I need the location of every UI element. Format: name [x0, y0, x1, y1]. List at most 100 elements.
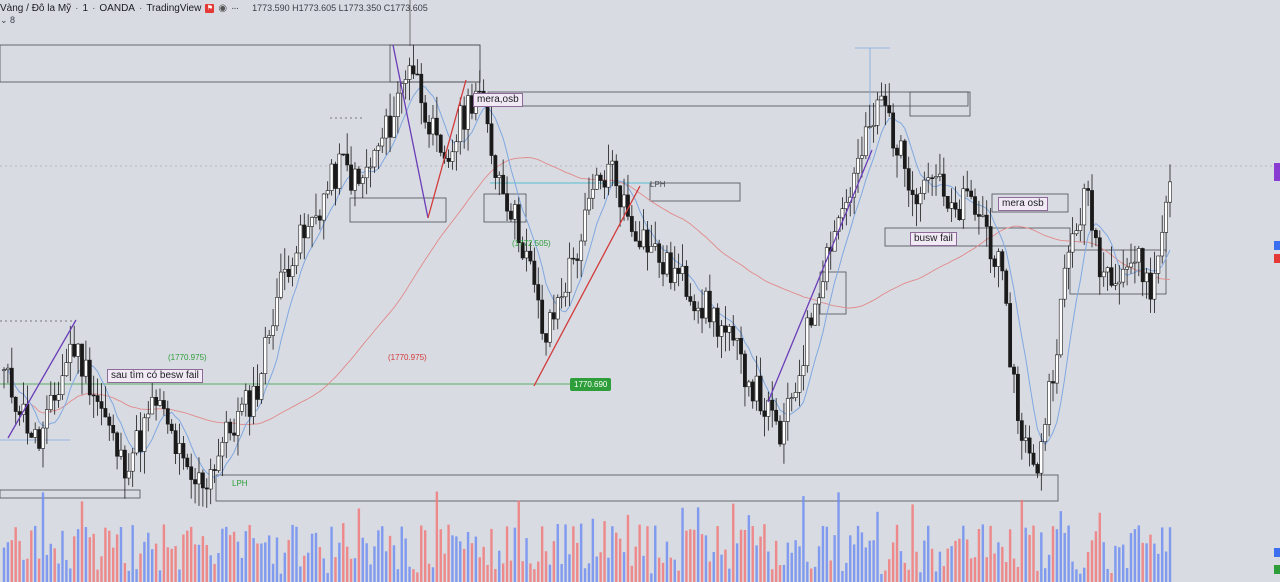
candle[interactable]	[107, 413, 112, 441]
candle[interactable]	[360, 174, 365, 198]
candle[interactable]	[446, 149, 451, 169]
candle[interactable]	[146, 401, 151, 432]
candle[interactable]	[957, 199, 962, 221]
candle[interactable]	[193, 468, 197, 504]
flag-icon[interactable]: ⚑	[205, 3, 215, 13]
candle[interactable]	[239, 397, 244, 416]
candle[interactable]	[809, 312, 814, 328]
candle[interactable]	[392, 96, 396, 138]
candle[interactable]	[1097, 230, 1102, 295]
candle[interactable]	[341, 153, 346, 157]
candle[interactable]	[1129, 243, 1133, 274]
candle[interactable]	[711, 307, 716, 337]
candle[interactable]	[150, 379, 155, 415]
candle[interactable]	[941, 157, 946, 207]
candle[interactable]	[368, 157, 373, 188]
candle[interactable]	[83, 340, 88, 384]
candle[interactable]	[91, 375, 96, 419]
candle[interactable]	[895, 144, 899, 178]
candle[interactable]	[321, 193, 326, 240]
zone-box[interactable]	[909, 91, 971, 117]
candle[interactable]	[224, 410, 229, 458]
candle[interactable]	[376, 142, 381, 169]
candle[interactable]	[649, 224, 654, 253]
candle[interactable]	[731, 315, 736, 347]
candle[interactable]	[719, 320, 724, 359]
candle[interactable]	[1074, 223, 1079, 237]
candle[interactable]	[384, 108, 389, 155]
candle[interactable]	[505, 176, 509, 221]
candle[interactable]	[852, 167, 857, 214]
candle[interactable]	[345, 133, 350, 172]
candle[interactable]	[934, 164, 938, 196]
candle[interactable]	[704, 287, 708, 324]
candle[interactable]	[111, 414, 116, 441]
candle[interactable]	[902, 138, 907, 187]
candle[interactable]	[1156, 255, 1161, 284]
candle[interactable]	[72, 325, 77, 358]
candle[interactable]	[548, 309, 552, 348]
candle[interactable]	[380, 127, 385, 153]
annotation-mera-osb-right[interactable]: mera osb	[998, 197, 1048, 211]
zone-box[interactable]	[1069, 249, 1167, 295]
candle[interactable]	[992, 255, 997, 278]
candle[interactable]	[138, 412, 143, 473]
candle[interactable]	[298, 214, 303, 260]
candle[interactable]	[271, 309, 275, 350]
candle[interactable]	[1105, 266, 1110, 291]
candle[interactable]	[407, 57, 412, 101]
candle[interactable]	[661, 245, 665, 287]
candle[interactable]	[462, 96, 467, 149]
candle[interactable]	[403, 70, 408, 100]
candle[interactable]	[520, 236, 525, 261]
candle[interactable]	[142, 413, 147, 474]
candle[interactable]	[910, 171, 915, 217]
candle[interactable]	[715, 303, 720, 348]
candle[interactable]	[961, 175, 966, 229]
candle[interactable]	[945, 196, 950, 213]
candle[interactable]	[555, 294, 560, 330]
candle[interactable]	[512, 200, 517, 240]
candle[interactable]	[949, 188, 954, 222]
candle[interactable]	[200, 469, 205, 507]
candle[interactable]	[173, 423, 178, 464]
candle[interactable]	[863, 112, 868, 160]
candle[interactable]	[743, 350, 747, 407]
candle[interactable]	[317, 209, 322, 230]
candle[interactable]	[458, 97, 463, 155]
candle[interactable]	[438, 133, 443, 157]
candle[interactable]	[388, 93, 392, 153]
candle[interactable]	[645, 221, 650, 271]
more-options-icon[interactable]: ···	[231, 2, 239, 14]
candle[interactable]	[1086, 180, 1091, 206]
candle[interactable]	[789, 392, 794, 412]
candle[interactable]	[739, 326, 743, 374]
candles[interactable]	[2, 44, 1172, 508]
candle[interactable]	[48, 381, 53, 413]
candle[interactable]	[95, 378, 100, 416]
candle[interactable]	[411, 44, 416, 80]
candle[interactable]	[918, 186, 923, 222]
candle[interactable]	[1000, 249, 1005, 281]
candle[interactable]	[329, 159, 334, 196]
candle[interactable]	[247, 385, 252, 436]
candle[interactable]	[434, 96, 439, 152]
candle[interactable]	[758, 357, 763, 415]
candle[interactable]	[208, 458, 213, 505]
candle[interactable]	[1078, 208, 1083, 242]
candle[interactable]	[875, 92, 880, 135]
candle[interactable]	[220, 436, 225, 477]
candle[interactable]	[52, 382, 57, 415]
zone-box[interactable]	[819, 271, 847, 315]
candle[interactable]	[314, 193, 318, 225]
interval-label[interactable]: 1	[82, 2, 89, 14]
trend-line[interactable]	[533, 185, 641, 387]
candle[interactable]	[821, 260, 825, 299]
candle[interactable]	[980, 196, 985, 218]
candle[interactable]	[676, 253, 681, 287]
candle[interactable]	[177, 423, 182, 475]
candle[interactable]	[590, 173, 595, 210]
supply-demand-zones[interactable]	[0, 44, 1167, 502]
candle[interactable]	[626, 174, 630, 221]
